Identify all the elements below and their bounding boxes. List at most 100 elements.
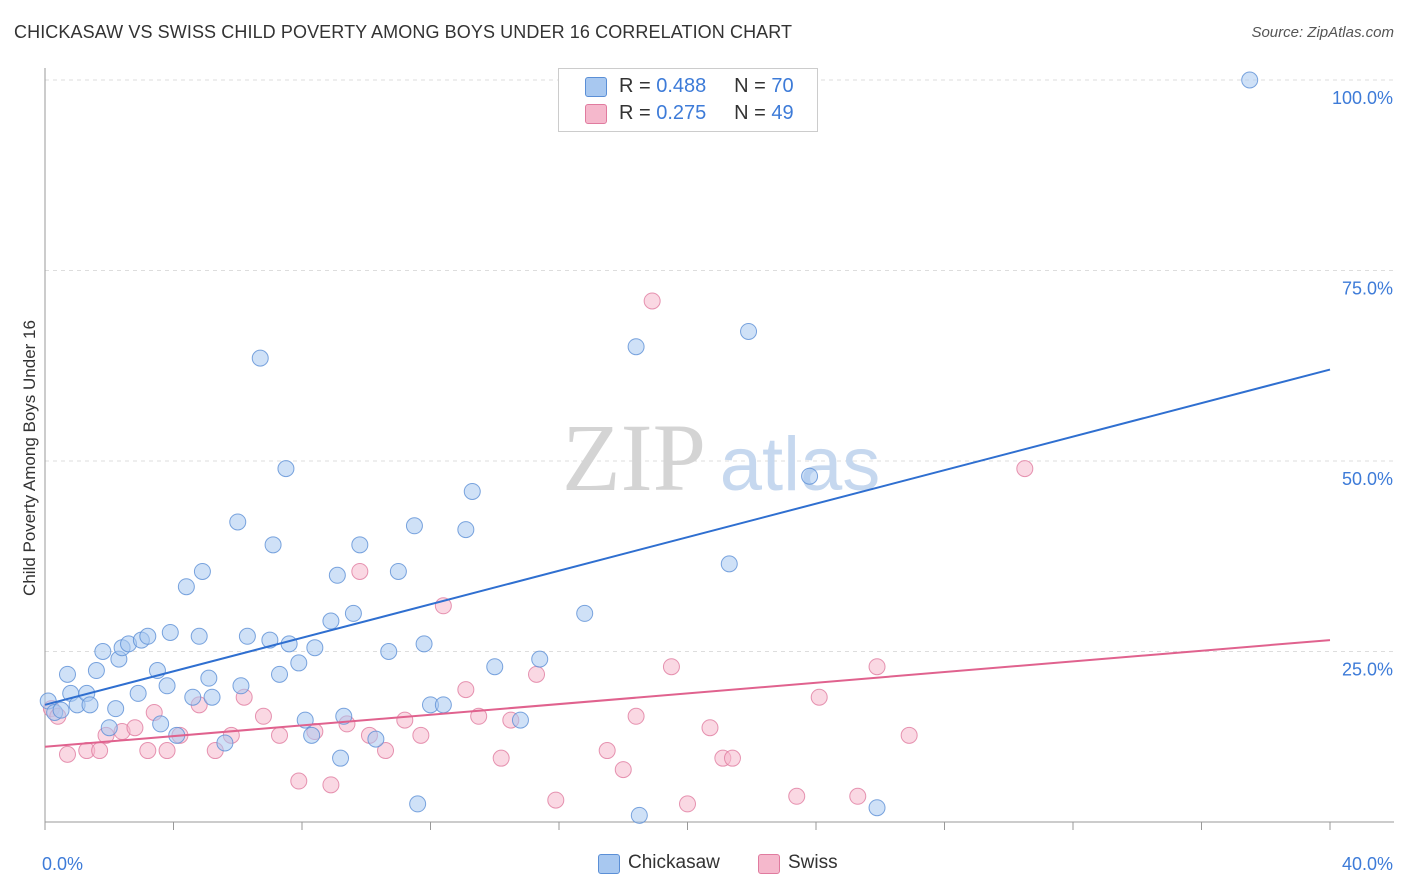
swiss-point (788, 787, 806, 805)
swiss-point (126, 719, 144, 737)
chickasaw-point (322, 612, 340, 630)
swiss-point (614, 761, 632, 779)
y-tick-label: 100.0% (1332, 88, 1393, 108)
swiss-point (1016, 460, 1034, 478)
chickasaw-point (229, 513, 247, 531)
series-legend: Chickasaw Swiss (0, 852, 1406, 878)
chickasaw-point (801, 467, 819, 485)
chickasaw-point (238, 627, 256, 645)
chickasaw-point (720, 555, 738, 573)
chickasaw-point (139, 627, 157, 645)
chart-title: CHICKASAW VS SWISS CHILD POVERTY AMONG B… (14, 22, 793, 42)
swiss-point (627, 707, 645, 725)
y-tick-label: 25.0% (1342, 660, 1393, 680)
swiss-point (723, 749, 741, 767)
x-tick-label: 0.0% (42, 854, 83, 874)
chickasaw-point (203, 688, 221, 706)
swiss-point (351, 562, 369, 580)
chickasaw-point (264, 536, 282, 554)
chickasaw-point (193, 562, 211, 580)
swiss-trend-line (44, 639, 1331, 748)
trend-lines (44, 368, 1331, 748)
chickasaw-point (271, 665, 289, 683)
legend-r-label: R = (619, 102, 651, 124)
swiss-point (547, 791, 565, 809)
x-tick-label: 40.0% (1342, 854, 1393, 874)
chickasaw-point (158, 677, 176, 695)
swiss-point (528, 665, 546, 683)
swiss-point (849, 787, 867, 805)
legend-n-value: 70 (771, 75, 794, 97)
data-points (39, 71, 1259, 824)
chickasaw-point (486, 658, 504, 676)
chickasaw-point (630, 806, 648, 824)
chickasaw-point (177, 578, 195, 596)
chickasaw-point (415, 635, 433, 653)
chickasaw-point (107, 700, 125, 718)
chickasaw-point (290, 654, 308, 672)
y-tick-label: 50.0% (1342, 469, 1393, 489)
swiss-point (598, 742, 616, 760)
legend-n-label: N = (734, 75, 766, 97)
stats-legend: R = 0.488 N = 70 R = 0.275 N = 49 (558, 68, 818, 132)
swiss-legend-swatch (758, 854, 780, 874)
chickasaw-point (58, 665, 76, 683)
y-tick-label: 75.0% (1342, 279, 1393, 299)
chickasaw-point (531, 650, 549, 668)
swiss-point (492, 749, 510, 767)
chickasaw-point (81, 696, 99, 714)
swiss-point (58, 745, 76, 763)
chickasaw-point (216, 734, 234, 752)
swiss-point (254, 707, 272, 725)
swiss-point (868, 658, 886, 676)
chickasaw-point (457, 521, 475, 539)
swiss-point (290, 772, 308, 790)
chickasaw-point (152, 715, 170, 733)
chickasaw-point (389, 562, 407, 580)
chickasaw-trend-line (44, 368, 1331, 706)
watermark-zip: ZIP (562, 404, 706, 511)
chickasaw-point (627, 338, 645, 356)
chickasaw-point (87, 662, 105, 680)
swiss-point (412, 726, 430, 744)
chickasaw-point (344, 604, 362, 622)
chickasaw-point (434, 696, 452, 714)
swiss-point (701, 719, 719, 737)
chickasaw-point (277, 460, 295, 478)
chickasaw-point (306, 639, 324, 657)
source-label: Source: ZipAtlas.com (1251, 24, 1394, 41)
chickasaw-point (332, 749, 350, 767)
swiss-point (900, 726, 918, 744)
chickasaw-point (463, 482, 481, 500)
swiss-point (643, 292, 661, 310)
gridlines (45, 79, 1394, 652)
chickasaw-point (190, 627, 208, 645)
chickasaw-point (351, 536, 369, 554)
legend-r-value: 0.275 (656, 102, 707, 124)
swiss-point (396, 711, 414, 729)
chickasaw-point (511, 711, 529, 729)
chickasaw-point (232, 677, 250, 695)
legend-n-label: N = (734, 102, 766, 124)
legend-r-label: R = (619, 75, 651, 97)
chickasaw-point (740, 322, 758, 340)
chickasaw-point (409, 795, 427, 813)
swiss-point (322, 776, 340, 794)
chickasaw-swatch (585, 77, 607, 97)
chickasaw-point (303, 726, 321, 744)
chickasaw-legend-label: Chickasaw (628, 852, 720, 873)
swiss-point (662, 658, 680, 676)
chickasaw-point (328, 566, 346, 584)
chickasaw-point (367, 730, 385, 748)
legend-r-value: 0.488 (656, 75, 707, 97)
swiss-point (470, 707, 488, 725)
chickasaw-point (405, 517, 423, 535)
swiss-legend-label: Swiss (788, 852, 838, 873)
chickasaw-point (94, 643, 112, 660)
chickasaw-point (868, 799, 886, 817)
chickasaw-point (100, 719, 118, 737)
tick-labels: 25.0% 50.0% 75.0% 100.0% 0.0% 40.0% (42, 88, 1393, 874)
chickasaw-legend-swatch (598, 854, 620, 874)
swiss-point (158, 742, 176, 760)
